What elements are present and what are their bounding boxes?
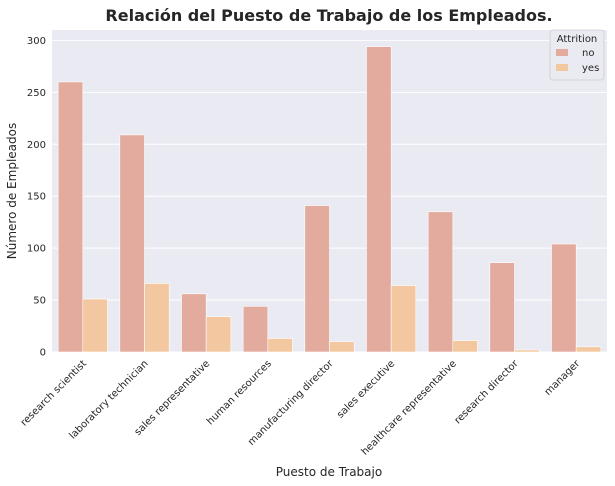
bar-no-manager [551, 243, 577, 353]
bar-yes-manufacturing-director [329, 341, 355, 353]
y-tick-label: 150 [27, 192, 46, 203]
legend: Attrition no yes [549, 29, 605, 81]
legend-label-yes: yes [582, 63, 599, 74]
bar-yes-sales-representative [205, 316, 232, 353]
bar-no-human-resources [242, 305, 269, 353]
y-axis-label: Número de Empleados [5, 123, 19, 259]
y-tick-label: 250 [27, 88, 46, 99]
bars [57, 46, 602, 353]
x-tick-label: human resources [205, 358, 274, 427]
bar-no-sales-executive [366, 46, 392, 353]
y-tick-label: 200 [27, 140, 46, 151]
legend-label-no: no [582, 48, 594, 59]
y-tick-label: 0 [40, 348, 46, 359]
bar-no-sales-representative [181, 293, 207, 353]
bar-yes-research-director [514, 349, 540, 353]
x-axis-label: Puesto de Trabajo [276, 465, 382, 479]
bar-yes-research-scientist [82, 298, 108, 353]
bar-no-healthcare-representative [427, 211, 454, 353]
chart-title: Relación del Puesto de Trabajo de los Em… [105, 6, 552, 25]
x-tick-label: research director [453, 358, 522, 427]
bar-yes-laboratory-technician [144, 283, 170, 353]
bar-yes-human-resources [267, 338, 293, 353]
x-tick-label: sales executive [335, 358, 397, 420]
bar-no-manufacturing-director [304, 205, 330, 353]
x-tick-label: manager [543, 358, 583, 398]
bar-yes-sales-executive [390, 285, 417, 353]
x-tick-label: research scientist [19, 358, 89, 428]
legend-swatch-no [556, 49, 568, 56]
bar-yes-healthcare-representative [452, 340, 478, 353]
y-tick-label: 100 [27, 244, 46, 255]
y-tick-label: 50 [33, 296, 46, 307]
legend-swatch-yes [556, 64, 568, 71]
bar-no-laboratory-technician [119, 134, 145, 353]
bar-yes-manager [575, 346, 602, 353]
y-tick-labels: 0 50 100 150 200 250 300 [27, 36, 46, 359]
legend-title: Attrition [557, 34, 598, 45]
bar-no-research-director [489, 262, 515, 353]
y-tick-label: 300 [27, 36, 46, 47]
bar-no-research-scientist [57, 81, 84, 353]
